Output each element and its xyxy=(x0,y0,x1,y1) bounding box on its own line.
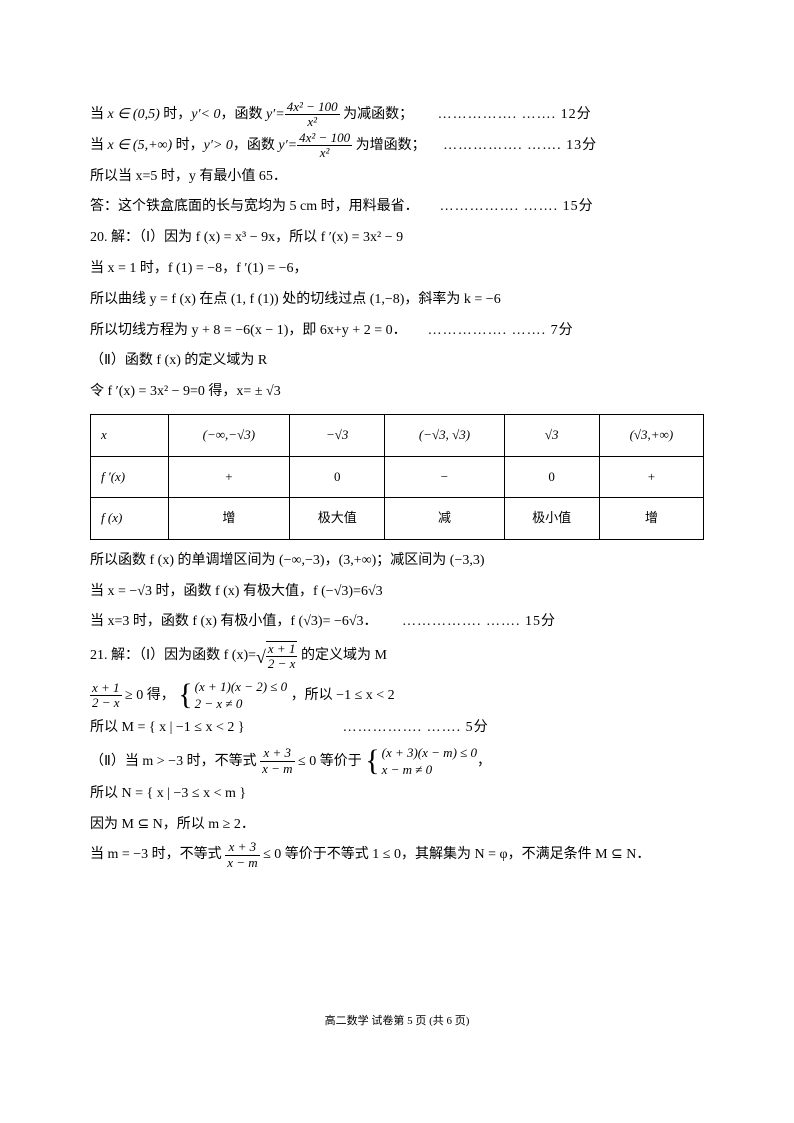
q20-line3: 所以曲线 y = f (x) 在点 (1, f (1)) 处的切线过点 (1,−… xyxy=(90,285,704,316)
line-1: 当 x ∈ (0,5) 时，y′< 0，函数 y′=4x² − 100x² 为减… xyxy=(90,100,704,131)
q20-line8: 当 x = −√3 时，函数 f (x) 有极大值，f (−√3)=6√3 xyxy=(90,577,704,608)
q20-line7: 所以函数 f (x) 的单调增区间为 (−∞,−3)，(3,+∞)；减区间为 (… xyxy=(90,546,704,577)
q21-line4: （Ⅱ）当 m > −3 时，不等式 x + 3x − m ≤ 0 等价于 {(x… xyxy=(90,744,704,779)
q20-line9: 当 x=3 时，函数 f (x) 有极小值，f (√3)= −6√3． …………… xyxy=(90,607,704,638)
q20-label: 20. 解： xyxy=(90,230,139,245)
line-3: 所以当 x=5 时，y 有最小值 65． xyxy=(90,162,704,193)
q21-line6: 因为 M ⊆ N，所以 m ≥ 2． xyxy=(90,810,704,841)
q21-line1: 21. 解：（Ⅰ）因为函数 f (x)=√x + 12 − x 的定义域为 M xyxy=(90,638,704,678)
q21-line3: 所以 M = { x | −1 ≤ x < 2 } ……………. ……. 5分 xyxy=(90,713,704,744)
q20-line6: 令 f ′(x) = 3x² − 9=0 得，x= ± √3 xyxy=(90,377,704,408)
q20-line1: 20. 解：（Ⅰ）因为 f (x) = x³ − 9x，所以 f ′(x) = … xyxy=(90,223,704,254)
q20-line5: （Ⅱ）函数 f (x) 的定义域为 R xyxy=(90,346,704,377)
q21-line7: 当 m = −3 时，不等式 x + 3x − m ≤ 0 等价于不等式 1 ≤… xyxy=(90,840,704,871)
q20-line4: 所以切线方程为 y + 8 = −6(x − 1)，即 6x+y + 2 = 0… xyxy=(90,316,704,347)
page-footer: 高二数学 试卷第 5 页 (共 6 页) xyxy=(0,1012,794,1028)
q21-line2: x + 12 − x ≥ 0 得， {(x + 1)(x − 2) ≤ 02 −… xyxy=(90,678,704,713)
q20-line2: 当 x = 1 时，f (1) = −8，f ′(1) = −6， xyxy=(90,254,704,285)
q21-label: 21. 解： xyxy=(90,648,139,663)
q21-line5: 所以 N = { x | −3 ≤ x < m } xyxy=(90,779,704,810)
line-2: 当 x ∈ (5,+∞) 时，y′> 0，函数 y′=4x² − 100x² 为… xyxy=(90,131,704,162)
line-4: 答：这个铁盒底面的长与宽均为 5 cm 时，用料最省． ……………. ……. 1… xyxy=(90,192,704,223)
sign-table: x (−∞,−√3) −√3 (−√3, √3) √3 (√3,+∞) f ′(… xyxy=(90,414,704,540)
